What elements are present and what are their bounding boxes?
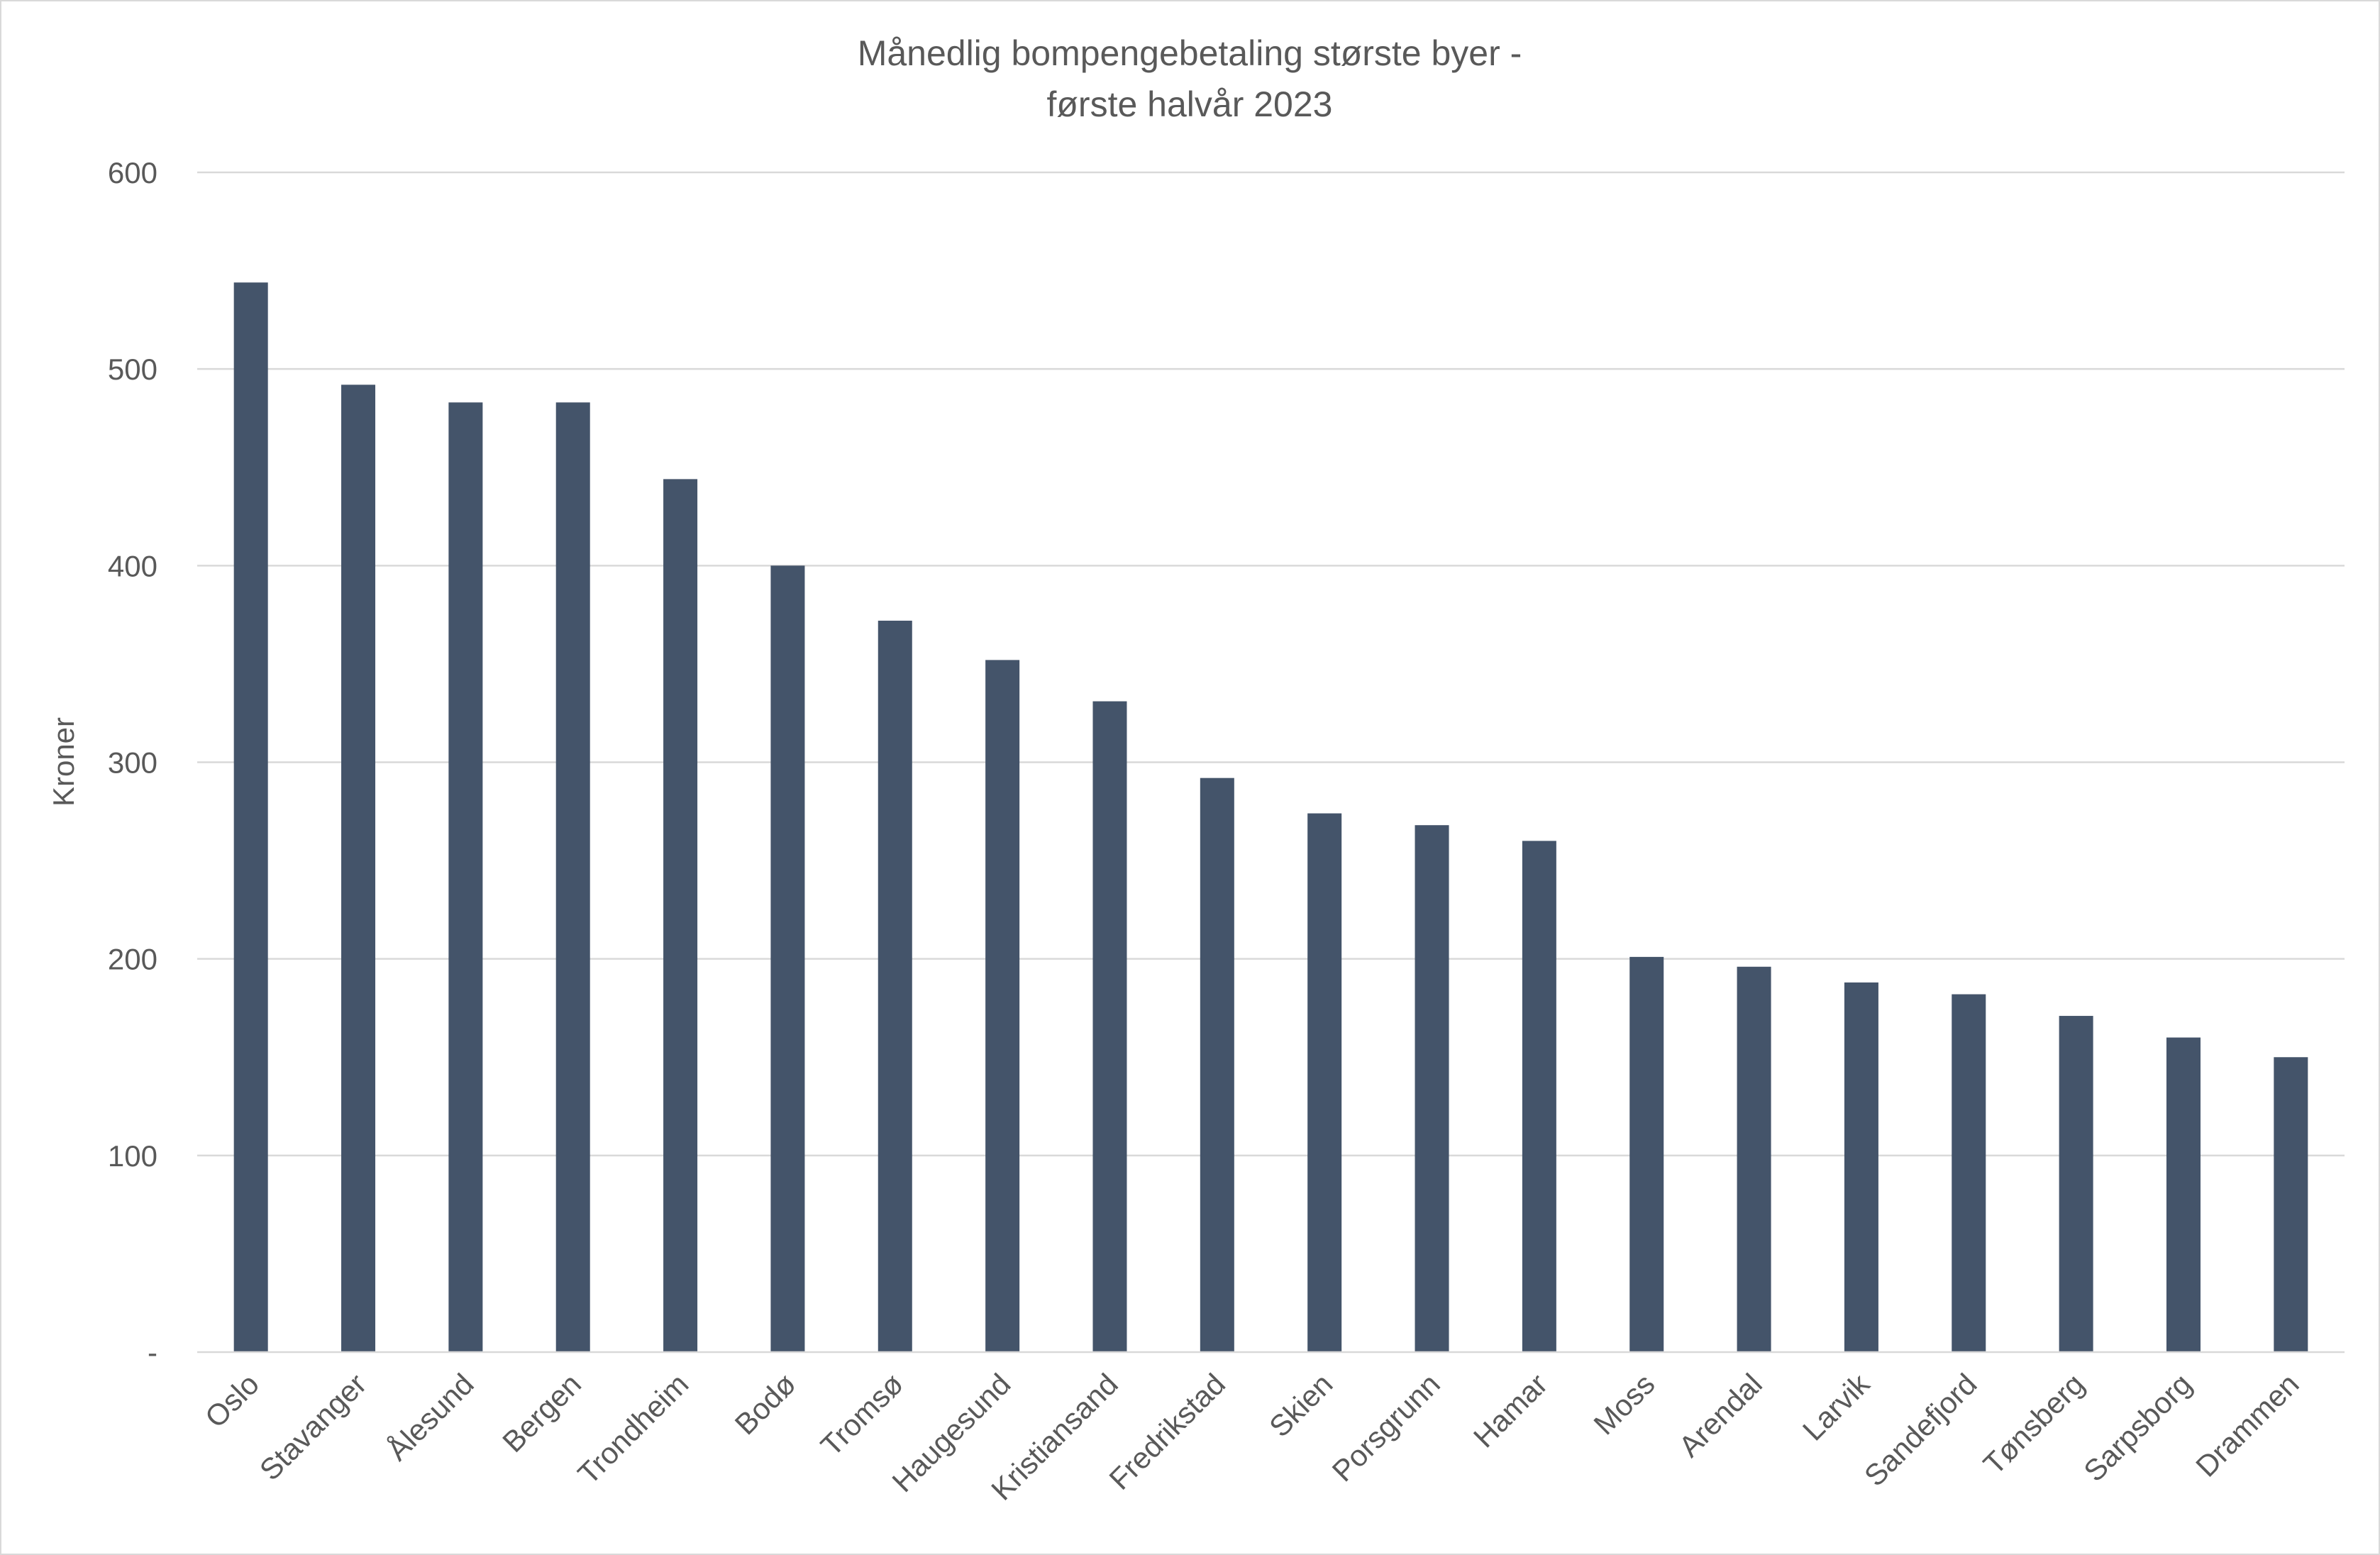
- bar: [233, 282, 268, 1352]
- x-category-label: Bergen: [496, 1367, 587, 1459]
- bar: [1629, 956, 1664, 1352]
- y-tick-label: 200: [108, 943, 157, 976]
- chart-title-line-2: første halvår 2023: [1047, 84, 1333, 124]
- x-category-label: Trondheim: [571, 1367, 694, 1490]
- bar: [770, 565, 805, 1353]
- y-tick-label: 400: [108, 549, 157, 582]
- bar: [1952, 994, 1986, 1352]
- bar: [2166, 1037, 2201, 1352]
- x-category-label: Sarpsborg: [2077, 1367, 2198, 1488]
- y-tick-label: 100: [108, 1139, 157, 1173]
- x-category-label: Bodø: [729, 1367, 802, 1441]
- x-category-label: Stavanger: [253, 1367, 373, 1487]
- bar: [985, 660, 1020, 1352]
- x-category-label: Fredrikstad: [1102, 1367, 1231, 1496]
- bar: [1737, 966, 1771, 1352]
- y-tick-label: 300: [108, 746, 157, 780]
- x-category-label: Arendal: [1672, 1367, 1769, 1463]
- y-axis-title: Kroner: [47, 717, 80, 807]
- x-category-label: Moss: [1587, 1367, 1661, 1441]
- x-category-label: Sandefjord: [1858, 1367, 1983, 1493]
- x-category-label: Tromsø: [814, 1367, 909, 1462]
- y-tick-label: 600: [108, 156, 157, 189]
- gridlines: [197, 171, 2345, 1157]
- bar: [2059, 1016, 2093, 1352]
- chart-title: Månedlig bompengebetaling største byer -…: [858, 33, 1522, 124]
- y-axis-ticks: - 100 200 300 400 500 600: [108, 156, 157, 1369]
- bar: [341, 384, 376, 1352]
- bar: [1522, 841, 1556, 1352]
- x-category-label: Drammen: [2189, 1367, 2306, 1483]
- bar: [1200, 778, 1234, 1352]
- bar: [878, 620, 912, 1353]
- x-category-label: Larvik: [1796, 1366, 1876, 1446]
- bar: [1415, 825, 1449, 1352]
- bar: [663, 479, 698, 1352]
- x-category-label: Ålesund: [380, 1367, 480, 1467]
- bar: [2274, 1057, 2308, 1352]
- x-category-label: Tønsberg: [1977, 1367, 2091, 1481]
- x-category-label: Porsgrunn: [1326, 1367, 1446, 1488]
- chart-title-line-1: Månedlig bompengebetaling største byer -: [858, 33, 1522, 73]
- bar: [555, 402, 590, 1353]
- y-tick-label: -: [148, 1336, 157, 1369]
- bar: [1844, 982, 1878, 1352]
- bar: [1307, 813, 1342, 1352]
- y-tick-label: 500: [108, 353, 157, 386]
- x-category-label: Skien: [1263, 1367, 1339, 1444]
- bar: [448, 402, 483, 1353]
- x-category-label: Oslo: [199, 1367, 265, 1434]
- bar: [1092, 701, 1127, 1352]
- bars: [233, 282, 2308, 1353]
- x-category-label: Hamar: [1467, 1367, 1554, 1454]
